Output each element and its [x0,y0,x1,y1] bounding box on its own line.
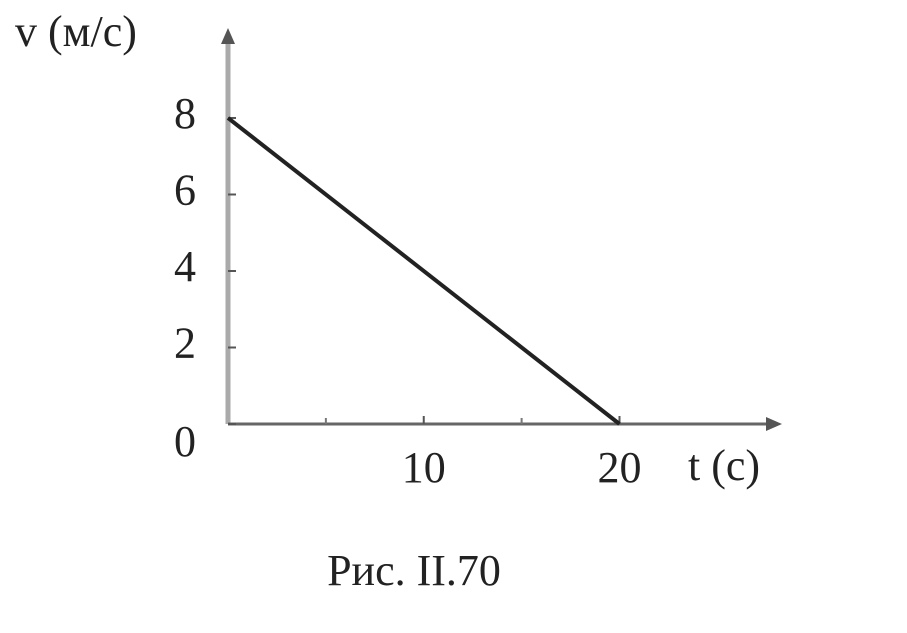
y-tick-label: 2 [174,319,196,368]
caption: Рис. II.70 [327,546,501,595]
x-axis-label: t (с) [688,441,760,490]
y-axis-arrow [221,28,235,44]
y-axis-label: v (м/с) [15,7,137,56]
x-tick-label: 10 [402,443,446,492]
y-tick-label: 4 [174,242,196,291]
y-tick-label: 0 [174,417,196,466]
x-axis-arrow [766,417,782,431]
data-line [226,116,621,426]
y-tick-label: 8 [174,89,196,138]
y-tick-label: 6 [174,166,196,215]
x-tick-label: 20 [597,443,641,492]
